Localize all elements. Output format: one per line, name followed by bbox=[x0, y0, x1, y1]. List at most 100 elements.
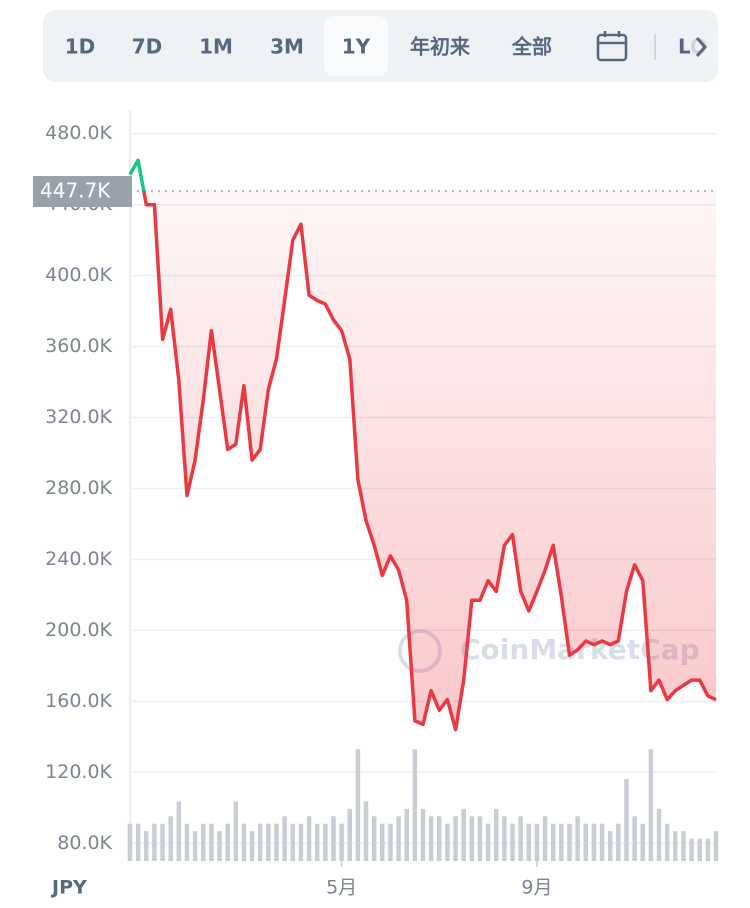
reference-label-bg bbox=[33, 176, 132, 208]
range-button[interactable]: 1Y bbox=[342, 35, 371, 59]
volume-bar bbox=[697, 838, 702, 861]
volume-bar bbox=[485, 823, 491, 861]
volume-bar bbox=[176, 801, 182, 861]
volume-bar bbox=[453, 816, 458, 861]
volume-bar bbox=[355, 749, 361, 861]
volume-bar bbox=[388, 823, 393, 861]
volume-bar bbox=[583, 823, 589, 861]
volume-bar bbox=[494, 808, 499, 861]
volume-bar bbox=[314, 823, 320, 861]
scroll-fade bbox=[690, 30, 718, 66]
volume-bar bbox=[217, 831, 222, 861]
volume-bar bbox=[135, 823, 141, 861]
volume-bar bbox=[241, 823, 247, 861]
volume-bar bbox=[306, 816, 312, 861]
volume-bar bbox=[477, 816, 483, 861]
volume-bar bbox=[502, 816, 507, 861]
volume-bar bbox=[323, 823, 328, 861]
y-tick-label: 360.0K bbox=[45, 335, 112, 357]
volume-bar bbox=[616, 823, 621, 861]
volume-bar bbox=[689, 838, 694, 861]
volume-bar bbox=[380, 823, 385, 861]
volume-bar bbox=[705, 838, 711, 861]
range-button[interactable]: 7D bbox=[132, 35, 163, 59]
y-tick-label: 320.0K bbox=[45, 406, 112, 428]
y-tick-label: 200.0K bbox=[45, 619, 112, 641]
volume-bar bbox=[591, 823, 597, 861]
volume-bar bbox=[575, 816, 580, 861]
volume-bar bbox=[445, 823, 450, 861]
volume-bar bbox=[648, 749, 654, 861]
volume-bar bbox=[559, 823, 564, 861]
range-button[interactable]: 3M bbox=[270, 35, 304, 59]
volume-bar bbox=[282, 816, 287, 861]
volume-bar bbox=[673, 831, 678, 861]
volume-bar bbox=[526, 823, 532, 861]
volume-bar bbox=[192, 831, 198, 861]
volume-bar bbox=[681, 831, 686, 861]
volume-bar bbox=[209, 823, 214, 861]
volume-bar bbox=[184, 823, 190, 861]
y-tick-label: 480.0K bbox=[45, 122, 112, 144]
volume-bar bbox=[567, 823, 572, 861]
volume-bar bbox=[404, 808, 409, 861]
volume-bar bbox=[152, 823, 157, 861]
range-button[interactable]: 年初来 bbox=[410, 35, 471, 59]
volume-bar bbox=[510, 823, 515, 861]
volume-bar bbox=[168, 816, 173, 861]
volume-bar bbox=[412, 749, 418, 861]
volume-bar bbox=[461, 808, 466, 861]
volume-bar bbox=[534, 823, 540, 861]
volume-bar bbox=[347, 808, 352, 861]
currency-label: JPY bbox=[50, 877, 87, 899]
volume-bar bbox=[274, 823, 279, 861]
y-tick-label: 80.0K bbox=[57, 832, 112, 854]
volume-bar bbox=[144, 831, 149, 861]
y-tick-label: 120.0K bbox=[45, 761, 112, 783]
toolbar-bg bbox=[43, 10, 718, 82]
volume-bar bbox=[225, 823, 230, 861]
volume-bar bbox=[428, 816, 434, 861]
volume-bar bbox=[331, 816, 336, 861]
volume-bar bbox=[363, 801, 369, 861]
reference-label: 447.7K bbox=[40, 179, 111, 203]
volume-bar bbox=[469, 816, 475, 861]
volume-bar bbox=[599, 823, 605, 861]
volume-bar bbox=[396, 816, 401, 861]
x-tick-label: 5月 bbox=[326, 877, 357, 899]
volume-bar bbox=[656, 808, 662, 861]
y-tick-label: 240.0K bbox=[45, 548, 112, 570]
volume-bar bbox=[607, 831, 613, 861]
range-button[interactable]: 1M bbox=[199, 35, 233, 59]
price-line bbox=[141, 191, 717, 732]
volume-bar bbox=[339, 823, 344, 861]
volume-bar bbox=[632, 816, 637, 861]
range-button[interactable]: 1D bbox=[65, 35, 96, 59]
volume-bar bbox=[437, 816, 442, 861]
volume-bar bbox=[664, 823, 670, 861]
volume-bar bbox=[542, 816, 548, 861]
calendar-icon[interactable] bbox=[596, 31, 628, 62]
selected-button-bg bbox=[324, 16, 388, 76]
y-tick-label: 400.0K bbox=[45, 264, 112, 286]
x-tick-label: 9月 bbox=[521, 877, 552, 899]
volume-bar bbox=[713, 831, 719, 861]
volume-bar bbox=[640, 823, 645, 861]
volume-bar bbox=[249, 831, 255, 861]
volume-bar bbox=[160, 823, 165, 861]
volume-bar bbox=[624, 779, 629, 861]
volume-bar bbox=[266, 823, 271, 861]
y-tick-label: 160.0K bbox=[45, 690, 112, 712]
range-button[interactable]: 全部 bbox=[511, 35, 552, 59]
area-fill bbox=[143, 191, 716, 730]
scroll-arrow[interactable] bbox=[695, 37, 708, 57]
volume-bar bbox=[201, 823, 206, 861]
volume-bar bbox=[371, 816, 377, 861]
y-tick-label: 280.0K bbox=[45, 477, 112, 499]
volume-bar bbox=[420, 808, 426, 861]
volume-bar bbox=[550, 823, 556, 861]
volume-bar bbox=[257, 823, 263, 861]
